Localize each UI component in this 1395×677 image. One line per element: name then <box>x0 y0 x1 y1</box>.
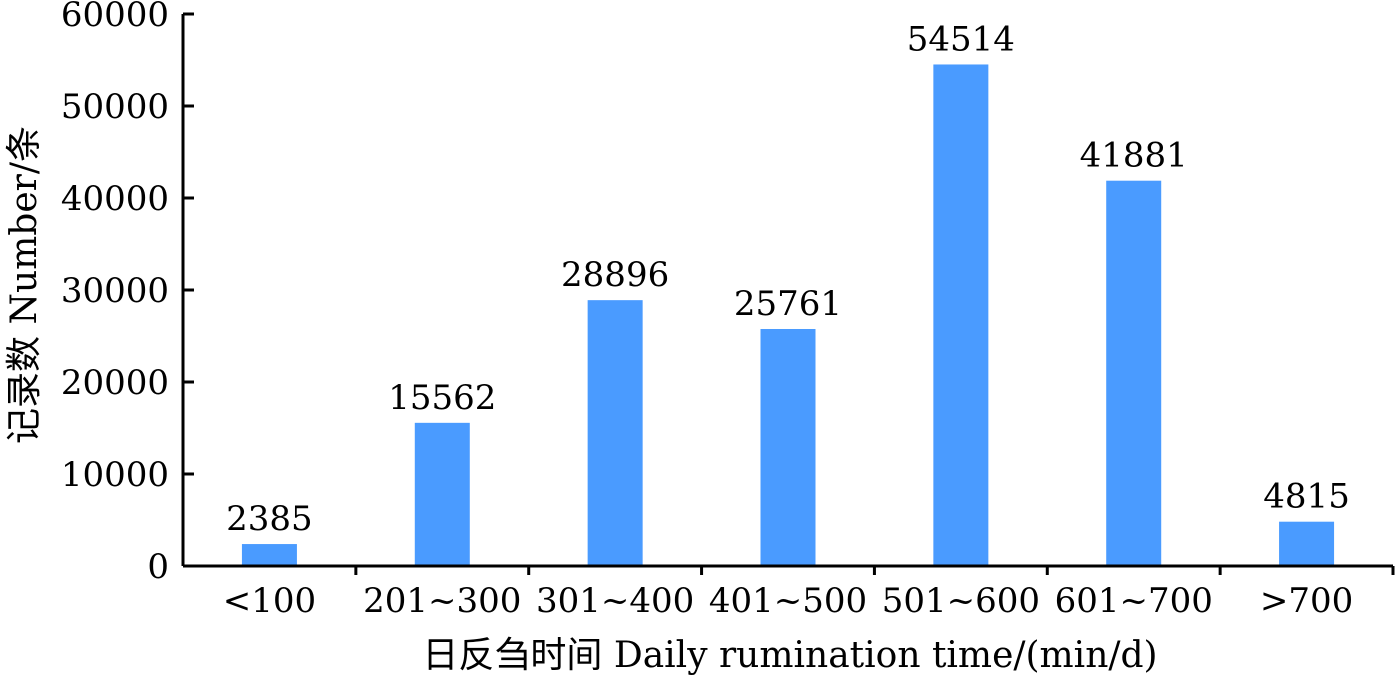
y-ticks-group: 0 10000 20000 30000 40000 50000 60000 <box>61 0 194 587</box>
bar <box>933 64 989 567</box>
data-label: 2385 <box>226 499 313 539</box>
x-tick-label: 501~600 <box>882 581 1040 621</box>
bar <box>1279 521 1335 566</box>
x-tick-label: 601~700 <box>1055 581 1213 621</box>
y-tick-label: 50000 <box>61 87 169 127</box>
x-tick-label: 401~500 <box>709 581 867 621</box>
data-label: 15562 <box>388 378 496 418</box>
bar <box>1106 180 1162 566</box>
x-tick-label: 201~300 <box>363 581 521 621</box>
bars-group <box>241 64 1335 567</box>
y-tick-label: 20000 <box>61 363 169 403</box>
data-label: 4815 <box>1263 477 1350 517</box>
x-ticks-group: <100 201~300 301~400 401~500 501~600 601~700 >… <box>223 581 1354 621</box>
data-label: 41881 <box>1080 136 1188 176</box>
bar <box>587 300 643 566</box>
data-label: 28896 <box>561 255 669 295</box>
y-tick-label: 0 <box>147 547 169 587</box>
y-tick-label: 30000 <box>61 271 169 311</box>
x-tick-label: <100 <box>223 581 316 621</box>
data-label: 25761 <box>734 284 842 324</box>
bar <box>414 422 470 566</box>
bar <box>760 328 816 566</box>
data-label: 54514 <box>907 19 1015 59</box>
x-axis-title: 日反刍时间 Daily rumination time/(min/d) <box>422 635 1157 676</box>
y-tick-label: 40000 <box>61 179 169 219</box>
bar <box>241 544 297 566</box>
y-tick-label: 60000 <box>61 0 169 35</box>
data-labels-group: 2385 15562 28896 25761 54514 41881 4815 <box>226 19 1350 539</box>
y-tick-label: 10000 <box>61 455 169 495</box>
x-tick-label: 301~400 <box>536 581 694 621</box>
y-axis-title: 记录数 Number/条 <box>4 126 45 444</box>
x-tick-label: >700 <box>1260 581 1353 621</box>
